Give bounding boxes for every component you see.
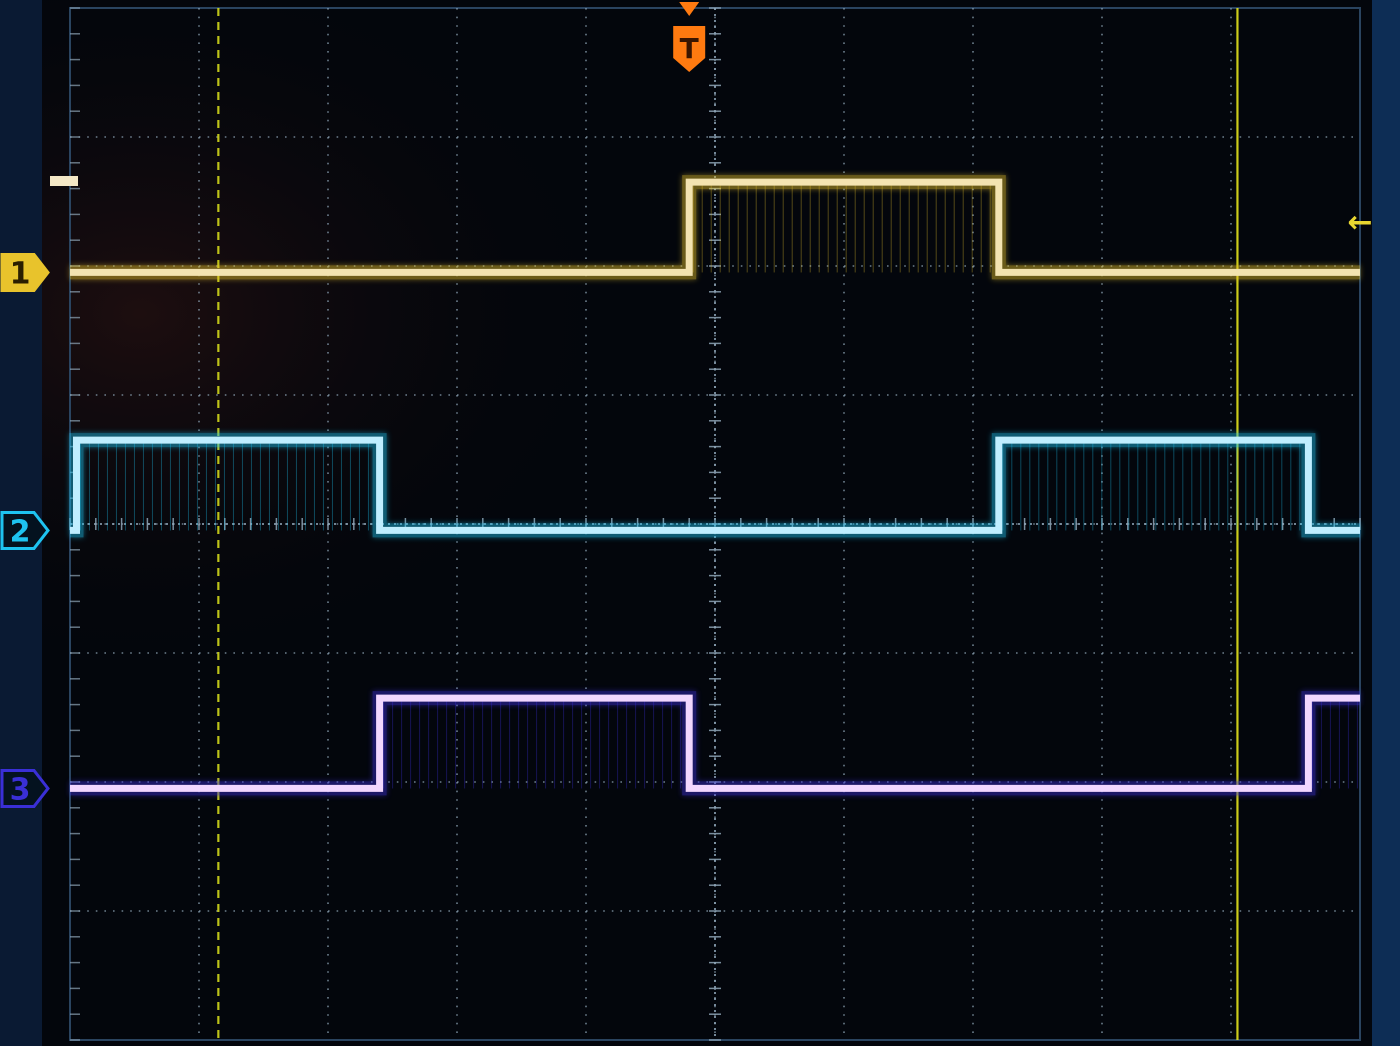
channel-2-marker: 2: [0, 510, 50, 550]
trigger-arrow: [679, 2, 700, 16]
right-bezel: [1372, 0, 1400, 1046]
channel-marker-label: 3: [10, 772, 31, 807]
marker-layer: 1 2 3 T ←: [0, 2, 1373, 808]
cursor-layer: [217, 8, 1239, 1040]
trigger-level-marker: ←: [1347, 205, 1372, 240]
channel-marker-label: 1: [10, 256, 31, 291]
channel-marker-shape: [0, 252, 50, 292]
channel-1-offset-stub: [50, 176, 78, 186]
trace-2: [70, 436, 1360, 534]
trace-3: [70, 694, 1360, 792]
trace-layer: [69, 175, 1360, 796]
channel-1-marker: 1: [0, 252, 50, 292]
trace-1: [70, 178, 1360, 276]
channel-marker-label: 2: [10, 514, 31, 549]
trigger-badge: [673, 26, 706, 72]
channel-3-marker: 3: [0, 768, 50, 808]
trigger-label: T: [680, 32, 699, 65]
trigger-position-marker: T: [673, 2, 706, 72]
channel-marker-shape: [0, 768, 50, 808]
channel-marker-shape: [0, 510, 50, 550]
